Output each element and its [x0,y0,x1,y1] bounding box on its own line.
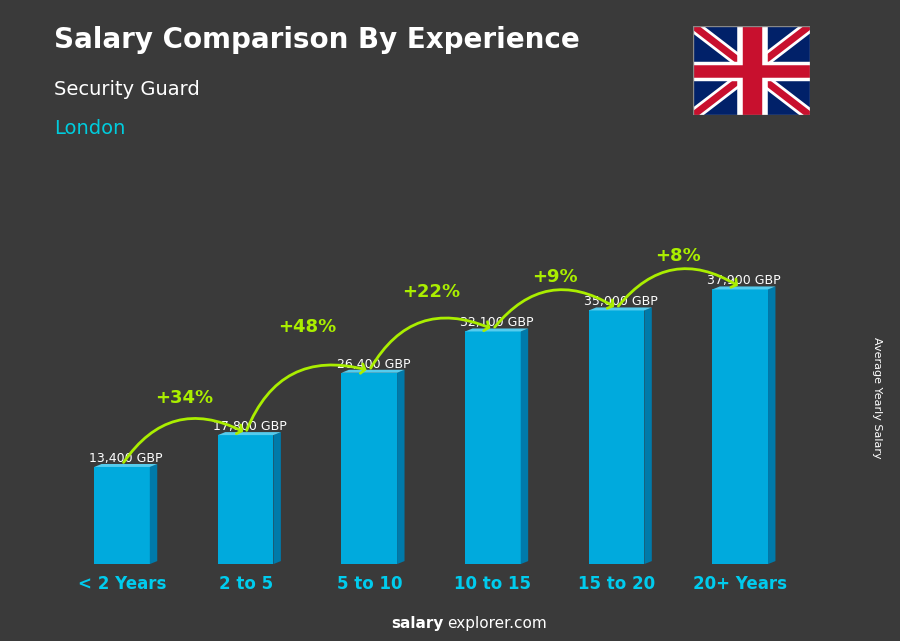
Text: 37,900 GBP: 37,900 GBP [707,274,781,287]
Text: explorer.com: explorer.com [447,617,547,631]
Bar [465,331,521,564]
Text: 35,000 GBP: 35,000 GBP [584,296,658,308]
Polygon shape [94,464,158,467]
Text: London: London [54,119,125,138]
Bar [341,373,397,564]
Text: Salary Comparison By Experience: Salary Comparison By Experience [54,26,580,54]
Text: +48%: +48% [278,318,337,336]
Text: Security Guard: Security Guard [54,80,200,99]
Text: +9%: +9% [532,268,578,286]
Bar [589,310,644,564]
Text: 17,800 GBP: 17,800 GBP [213,420,286,433]
Text: 13,400 GBP: 13,400 GBP [89,452,163,465]
Text: 26,400 GBP: 26,400 GBP [337,358,410,370]
Bar [218,435,274,564]
Text: +34%: +34% [155,390,213,408]
Polygon shape [274,432,281,564]
Polygon shape [397,370,404,564]
Polygon shape [149,464,158,564]
Polygon shape [713,287,776,290]
Polygon shape [589,308,652,310]
Polygon shape [768,287,776,564]
Polygon shape [521,328,528,564]
Polygon shape [218,432,281,435]
Bar [713,290,768,564]
Polygon shape [465,328,528,331]
Text: +8%: +8% [655,247,701,265]
Text: +22%: +22% [402,283,460,301]
Bar [94,467,149,564]
Text: 32,100 GBP: 32,100 GBP [460,316,534,329]
Text: salary: salary [392,617,444,631]
Polygon shape [644,308,652,564]
Polygon shape [341,370,404,373]
Text: Average Yearly Salary: Average Yearly Salary [872,337,883,458]
